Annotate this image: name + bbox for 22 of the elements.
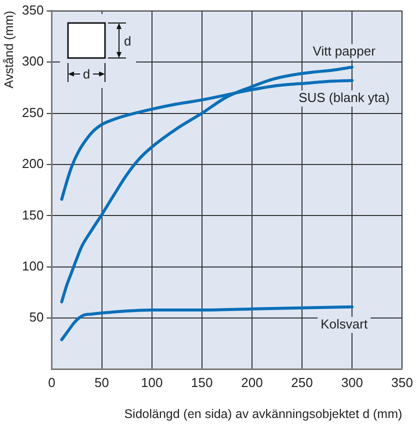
x-tick-label: 50 <box>94 374 109 390</box>
x-tick-label: 100 <box>140 374 163 390</box>
y-tick-label: 350 <box>22 2 44 18</box>
y-tick-label: 50 <box>29 310 44 325</box>
series-label: Kolsvart <box>320 316 368 332</box>
x-tick-label: 300 <box>341 374 363 390</box>
y-tick-label: 150 <box>22 207 44 222</box>
y-axis-title: Avstånd (mm) <box>2 10 16 88</box>
x-tick-label: 350 <box>391 374 414 390</box>
x-tick-label: 200 <box>241 374 263 390</box>
y-tick-label: 300 <box>22 54 44 69</box>
series-label: SUS (blank yta) <box>298 90 390 106</box>
x-tick-label: 150 <box>191 374 213 390</box>
x-axis-title: Sidolängd (en sida) av avkänningsobjektet d (mm) <box>124 406 402 421</box>
y-tick-label: 100 <box>22 258 44 274</box>
x-tick-label: 0 <box>48 374 56 390</box>
y-tick-label: 200 <box>22 156 44 172</box>
annotation: d <box>82 66 90 82</box>
x-tick-label: 250 <box>291 374 313 390</box>
series-label: Vitt papper <box>312 44 376 59</box>
annotation: d <box>124 33 131 48</box>
y-tick-label: 250 <box>22 104 44 120</box>
